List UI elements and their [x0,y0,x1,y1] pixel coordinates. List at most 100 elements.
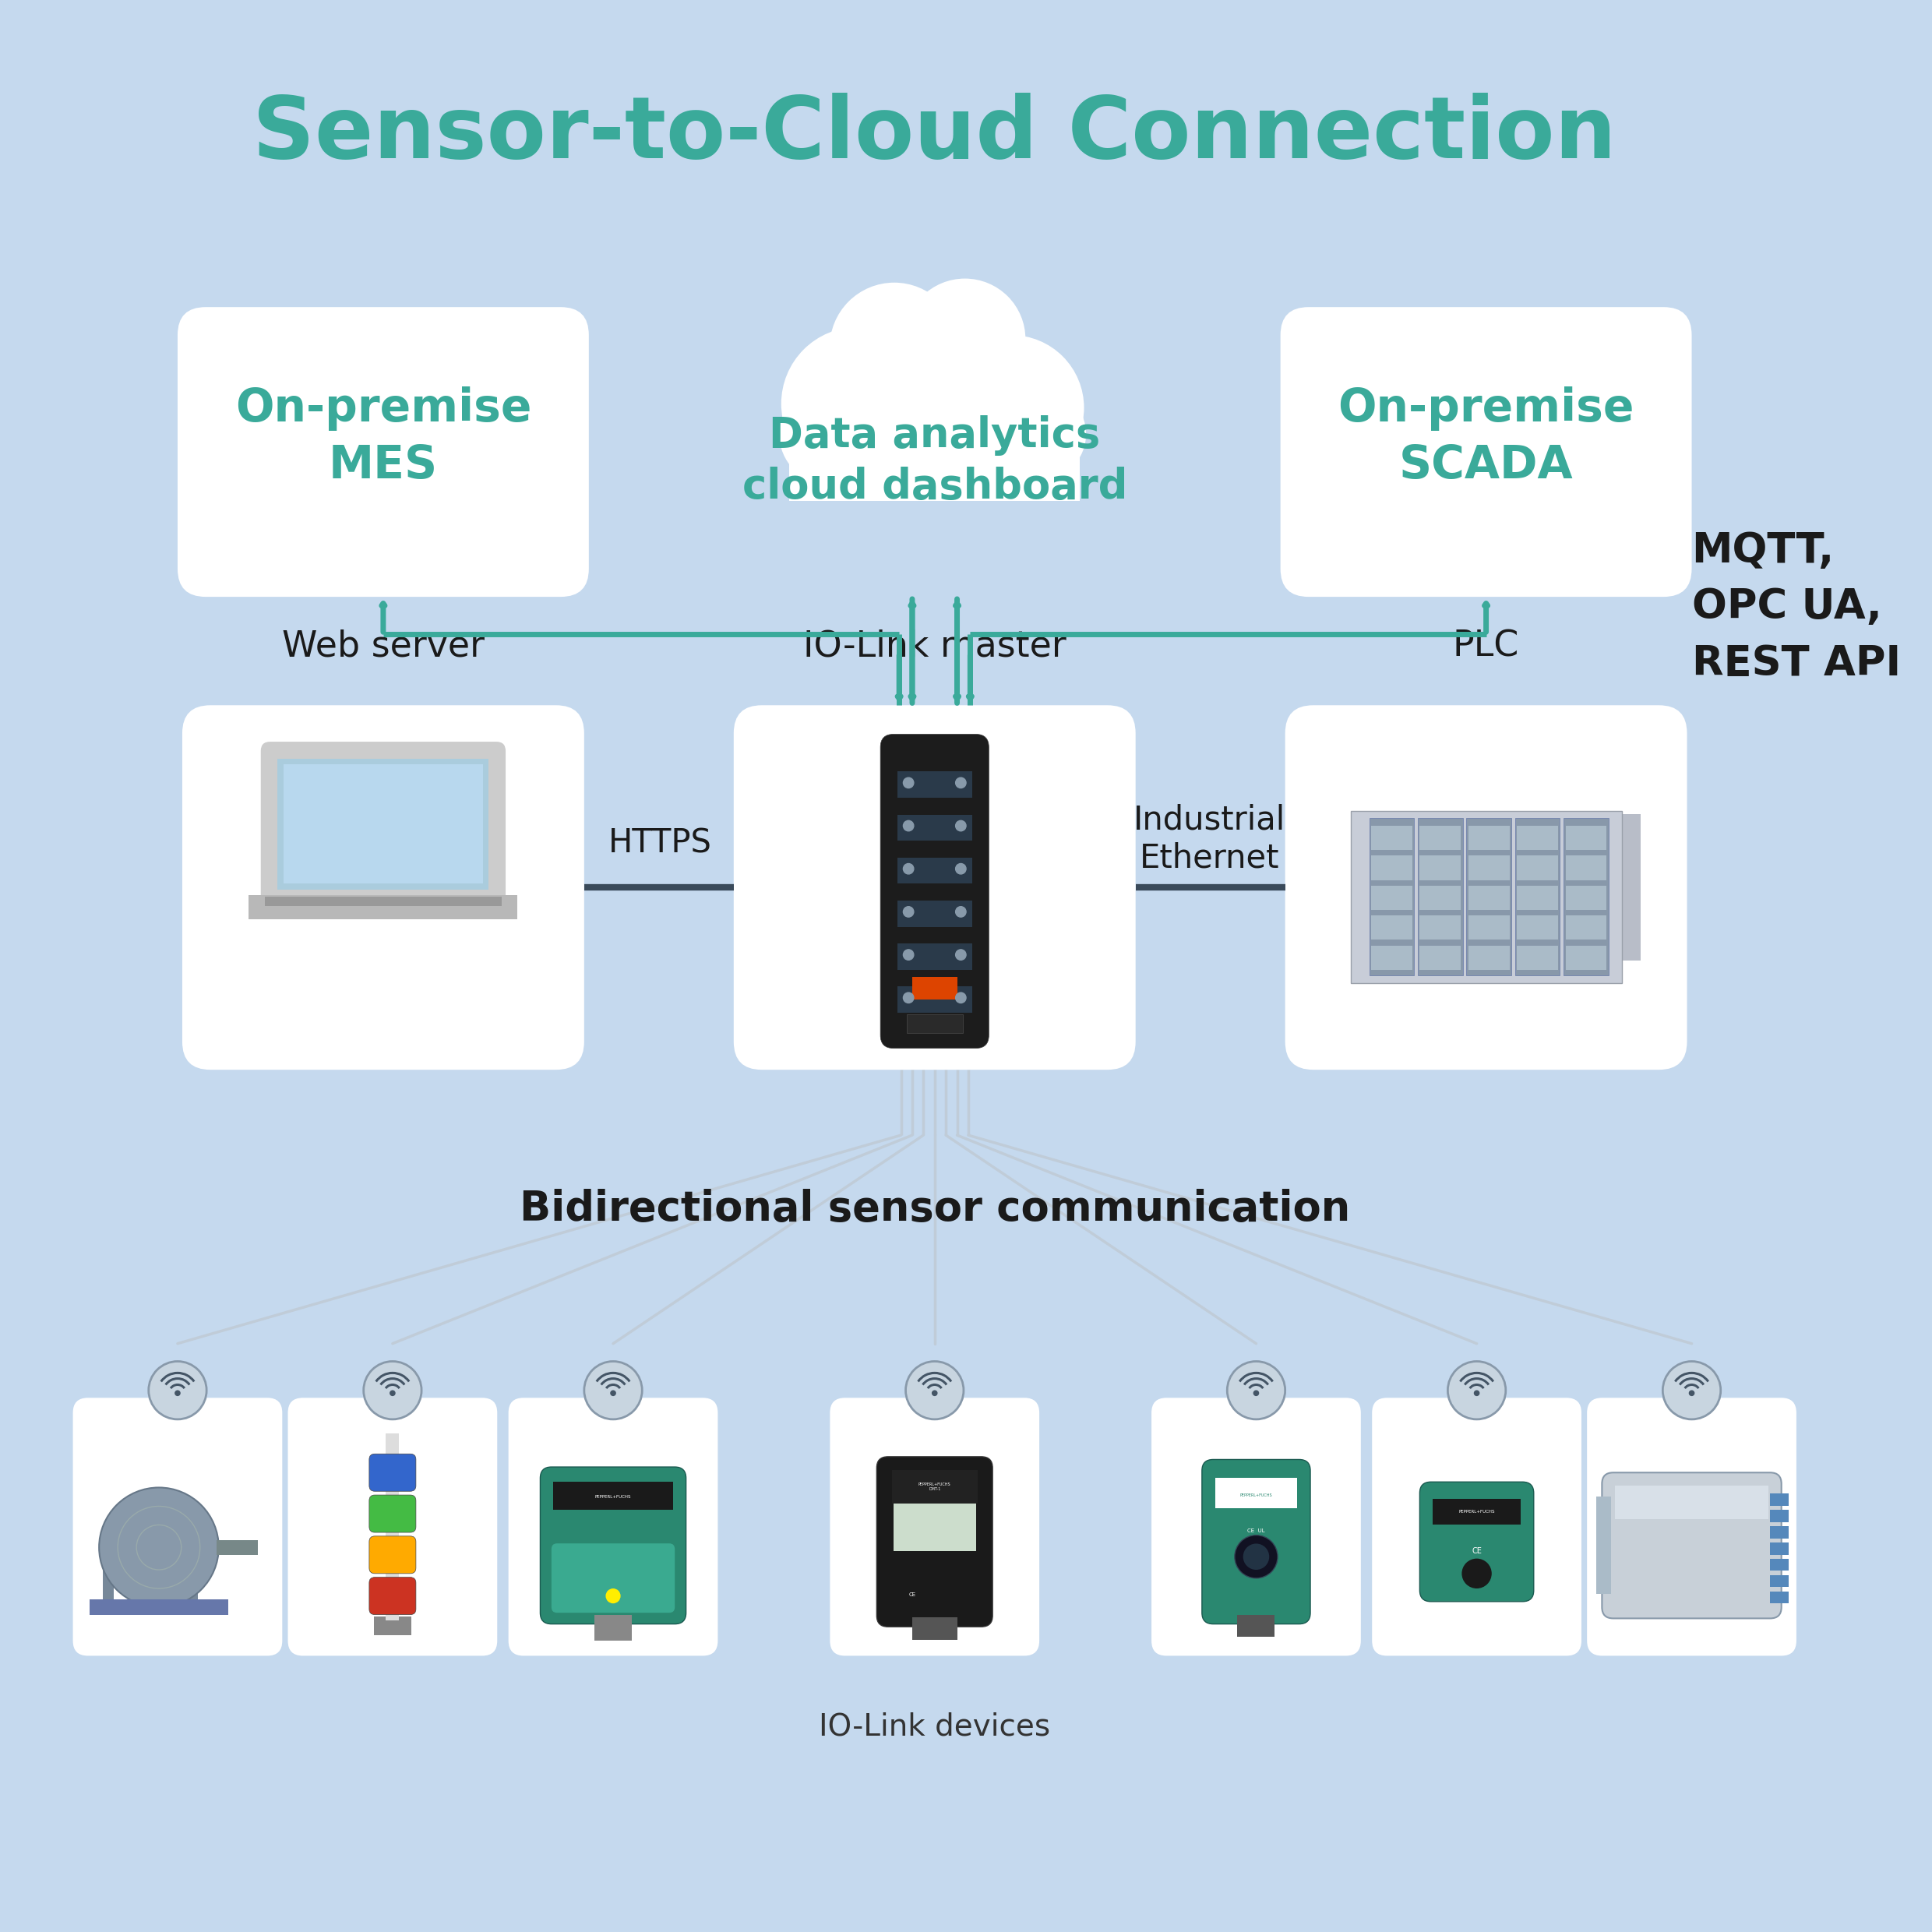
Bar [1370,813,1640,960]
Circle shape [779,384,881,485]
Text: CE: CE [908,1592,916,1598]
Circle shape [906,1362,964,1420]
FancyBboxPatch shape [1586,1399,1797,1656]
Text: On-premise
SCADA: On-premise SCADA [1337,386,1634,487]
Bar [595,1615,632,1640]
Text: IO-Link devices: IO-Link devices [819,1712,1051,1741]
Circle shape [829,282,958,412]
Bar [1770,1592,1789,1604]
Circle shape [904,278,1026,400]
Bar [1770,1559,1789,1571]
Text: HTTPS: HTTPS [609,827,711,860]
Circle shape [904,864,914,873]
FancyBboxPatch shape [1285,705,1687,1070]
Text: Bidirectional sensor communication: Bidirectional sensor communication [520,1188,1350,1229]
Circle shape [939,334,1084,481]
Circle shape [956,949,966,960]
Text: Data analytics
cloud dashboard: Data analytics cloud dashboard [742,415,1126,508]
Text: PLC: PLC [1453,630,1519,665]
Circle shape [956,906,966,918]
FancyBboxPatch shape [178,307,589,597]
Bar [896,815,972,840]
Bar [1515,819,1559,976]
Bar [1770,1526,1789,1538]
Bar [1565,856,1607,879]
Text: CE  UL: CE UL [1248,1528,1265,1532]
FancyBboxPatch shape [182,705,583,1070]
Bar [896,943,972,970]
Circle shape [1474,1391,1480,1395]
Bar [906,1014,962,1034]
FancyBboxPatch shape [288,1399,497,1656]
Circle shape [1663,1362,1721,1420]
Bar [1372,916,1412,939]
Circle shape [99,1488,218,1607]
Bar [1468,916,1509,939]
Bar [1372,825,1412,850]
Bar [1517,945,1557,970]
Circle shape [956,777,966,788]
Circle shape [904,949,914,960]
Circle shape [1235,1536,1277,1578]
Bar [1468,885,1509,910]
Bar [187,1551,199,1607]
Text: Industrial
Ethernet: Industrial Ethernet [1134,804,1285,875]
Bar [1565,916,1607,939]
Bar [1596,1497,1611,1594]
Circle shape [904,906,914,918]
Bar [1420,945,1461,970]
Bar [278,759,489,889]
Bar [89,1600,228,1615]
Bar [1372,856,1412,879]
Bar [1565,825,1607,850]
Bar [386,1434,400,1621]
Circle shape [993,388,1086,481]
Circle shape [390,1391,394,1395]
Circle shape [835,292,1036,495]
FancyBboxPatch shape [1350,811,1621,983]
Bar [1370,819,1414,976]
Circle shape [1227,1362,1285,1420]
Circle shape [956,993,966,1003]
Bar [912,1617,956,1640]
FancyBboxPatch shape [1420,1482,1534,1602]
Bar [284,765,483,883]
Bar [896,771,972,798]
Bar [1420,825,1461,850]
Text: MQTT,
OPC UA,
REST API: MQTT, OPC UA, REST API [1692,531,1901,684]
FancyBboxPatch shape [551,1544,674,1613]
Bar [1770,1575,1789,1588]
Text: PEPPERL+FUCHS: PEPPERL+FUCHS [1459,1511,1495,1515]
Circle shape [1447,1362,1505,1420]
FancyBboxPatch shape [877,1457,993,1627]
Text: CE: CE [1472,1548,1482,1555]
Bar [1615,1486,1768,1519]
Circle shape [904,821,914,831]
FancyBboxPatch shape [831,1399,1039,1656]
Circle shape [1254,1391,1258,1395]
Text: PEPPERL+FUCHS: PEPPERL+FUCHS [1240,1493,1273,1497]
Circle shape [1689,1391,1694,1395]
Bar [1563,819,1609,976]
Bar [1770,1493,1789,1505]
Circle shape [583,1362,641,1420]
Circle shape [904,993,914,1003]
FancyBboxPatch shape [1202,1459,1310,1625]
Bar [249,895,518,920]
Bar [896,900,972,927]
Bar [1468,825,1509,850]
Text: Web server: Web server [282,630,485,665]
FancyBboxPatch shape [369,1495,415,1532]
Circle shape [781,327,935,481]
Bar [375,1617,412,1634]
Bar [912,978,956,999]
Bar [1517,885,1557,910]
Text: PEPPERL+FUCHS
DMT-1: PEPPERL+FUCHS DMT-1 [918,1482,951,1492]
Circle shape [904,777,914,788]
Bar [1466,819,1511,976]
Text: PEPPERL+FUCHS: PEPPERL+FUCHS [595,1495,632,1499]
Circle shape [956,864,966,873]
Bar [896,987,972,1012]
Bar [1238,1615,1275,1636]
Bar [1770,1542,1789,1555]
